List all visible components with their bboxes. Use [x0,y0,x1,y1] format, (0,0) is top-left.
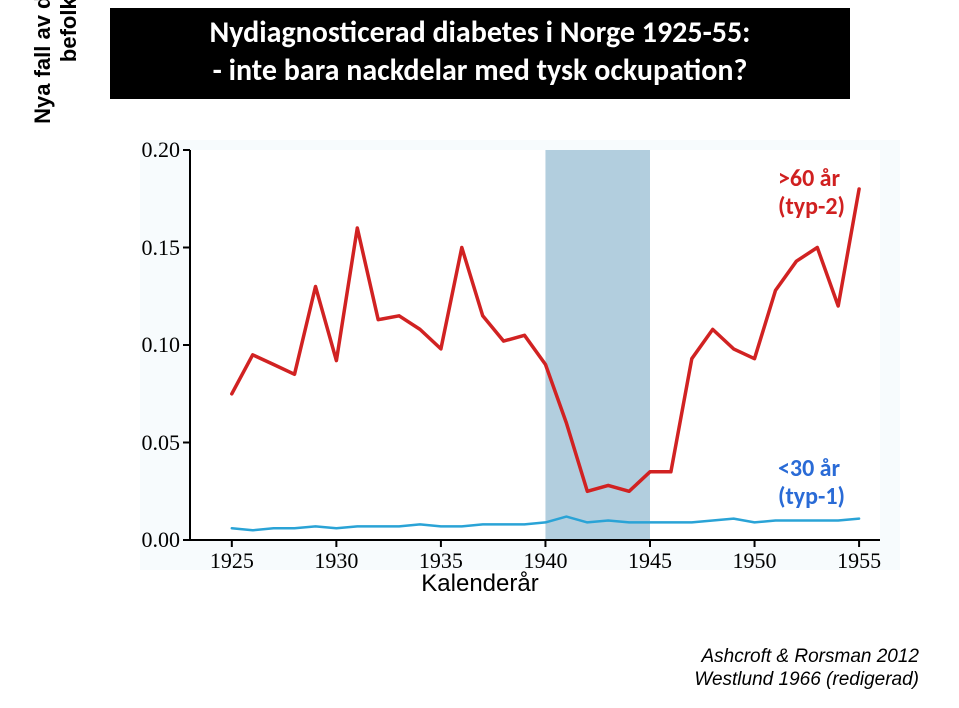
title-box: Nydiagnosticerad diabetes i Norge 1925-5… [110,8,850,99]
annotation-under-30: <30 år (typ-1) [778,455,845,510]
slide: Nydiagnosticerad diabetes i Norge 1925-5… [0,0,959,708]
y-tick-label: 0.15 [130,235,180,261]
title-line-2: - inte bara nackdelar med tysk ockupatio… [124,52,836,90]
title-line-1: Nydiagnosticerad diabetes i Norge 1925-5… [124,14,836,52]
annotation-over-60-line2: (typ-2) [778,193,845,221]
citation-line-1: Ashcroft & Rorsman 2012 [694,645,919,669]
y-tick-label: 0.20 [130,137,180,163]
y-tick-label: 0.10 [130,332,180,358]
x-axis-label: Kalenderår [60,570,900,634]
annotation-over-60-line1: >60 år [778,165,845,193]
y-tick-label: 0.00 [130,527,180,553]
chart: Nya fall av diabetes (% av befolkningen)… [60,130,900,630]
citation-line-2: Westlund 1966 (redigerad) [694,668,919,692]
chart-svg [60,130,900,590]
annotation-under-30-line1: <30 år [778,455,845,483]
y-tick-label: 0.05 [130,430,180,456]
citation: Ashcroft & Rorsman 2012 Westlund 1966 (r… [694,645,919,693]
annotation-under-30-line2: (typ-1) [778,483,845,511]
annotation-over-60: >60 år (typ-2) [778,165,845,220]
